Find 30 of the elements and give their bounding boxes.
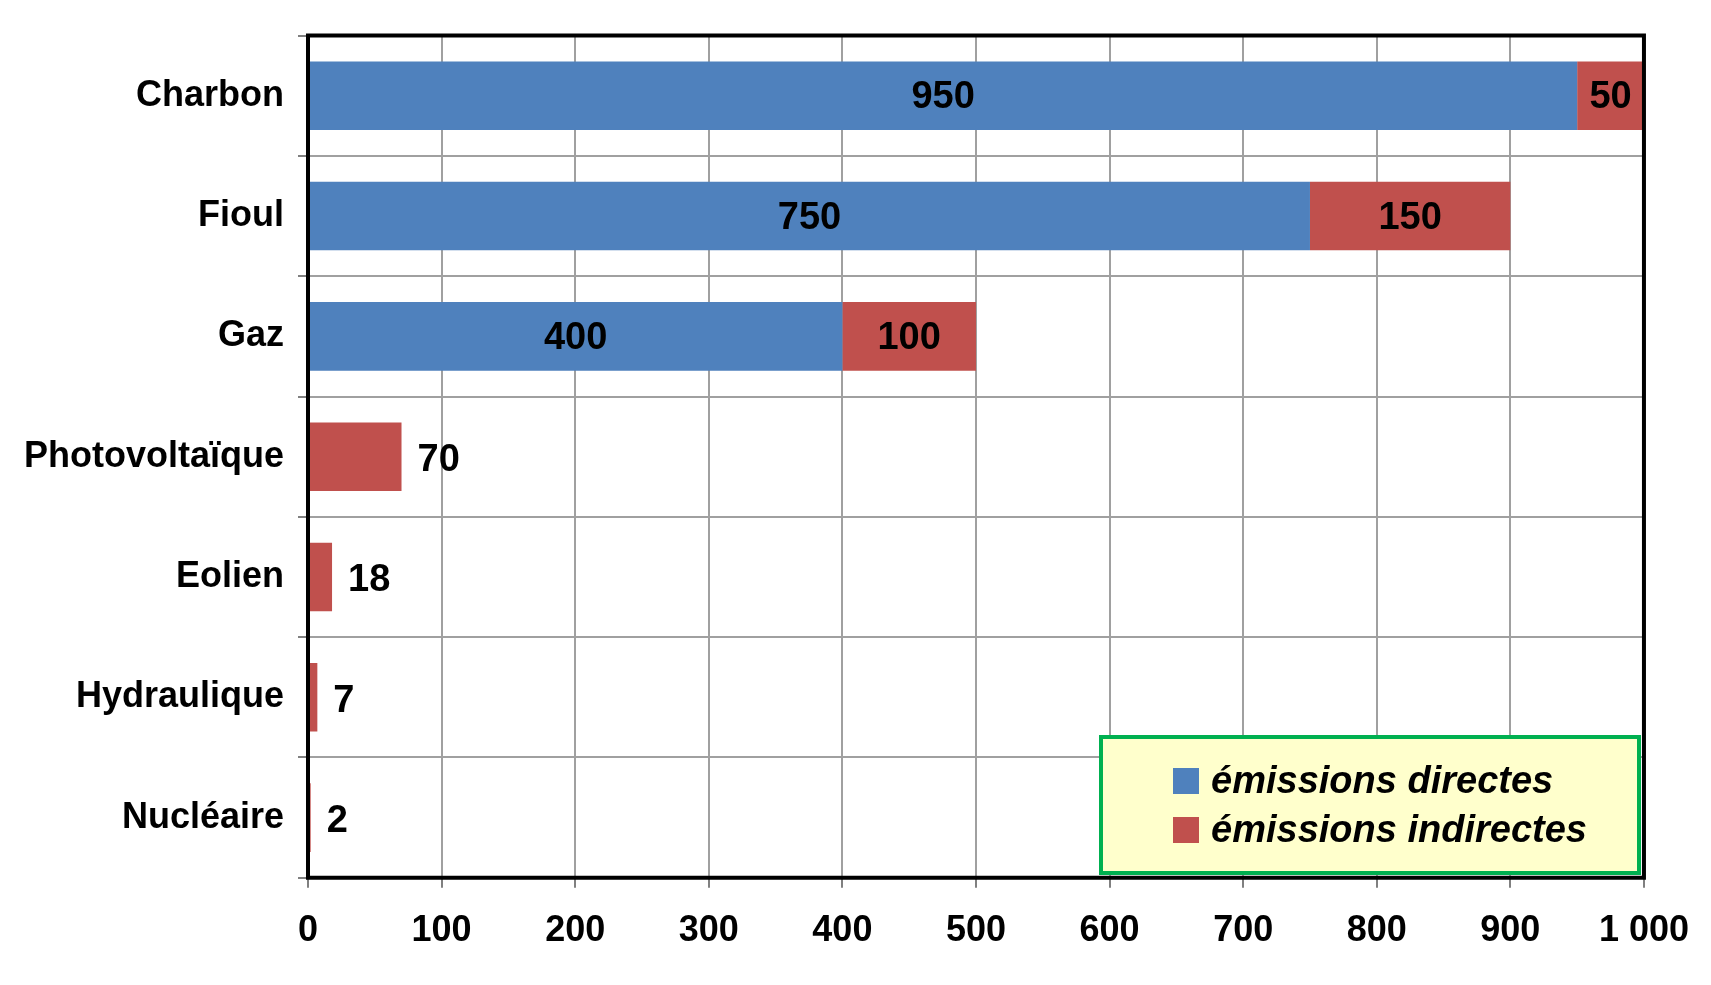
x-tick-label: 500: [945, 908, 1007, 950]
y-tick-label: Gaz: [217, 313, 284, 355]
x-tick-label: 700: [1213, 908, 1274, 950]
x-tick-label: 600: [1079, 908, 1140, 950]
legend-label: émissions indirectes: [1211, 808, 1587, 851]
data-label: 950: [911, 74, 975, 117]
x-tick-label: 900: [1480, 908, 1541, 950]
data-label: 400: [543, 314, 608, 357]
data-label: 150: [1378, 194, 1442, 237]
x-tick-label: 300: [678, 908, 739, 950]
y-tick-label: Eolien: [175, 553, 284, 595]
data-label: 7: [333, 677, 355, 720]
y-tick-label: Fioul: [198, 192, 284, 234]
x-tick-label: 200: [545, 908, 606, 950]
data-label: 2: [326, 798, 348, 841]
legend-label: émissions directes: [1211, 759, 1554, 802]
data-label: 70: [417, 437, 460, 480]
x-tick-label: 1 000: [1598, 908, 1689, 950]
x-tick-label: 400: [812, 908, 873, 950]
data-label: 100: [877, 314, 941, 357]
x-tick-label: 100: [411, 908, 472, 950]
y-tick-label: Photovoltaïque: [24, 433, 284, 475]
data-label: 50: [1589, 74, 1632, 117]
y-tick-label: Nucléaire: [121, 794, 284, 836]
y-tick-label: Charbon: [136, 72, 284, 114]
data-label: 18: [348, 557, 391, 600]
x-tick-label: 800: [1346, 908, 1407, 950]
x-tick-label: 0: [297, 908, 319, 950]
data-label: 750: [777, 194, 842, 237]
y-tick-label: Hydraulique: [75, 674, 284, 716]
